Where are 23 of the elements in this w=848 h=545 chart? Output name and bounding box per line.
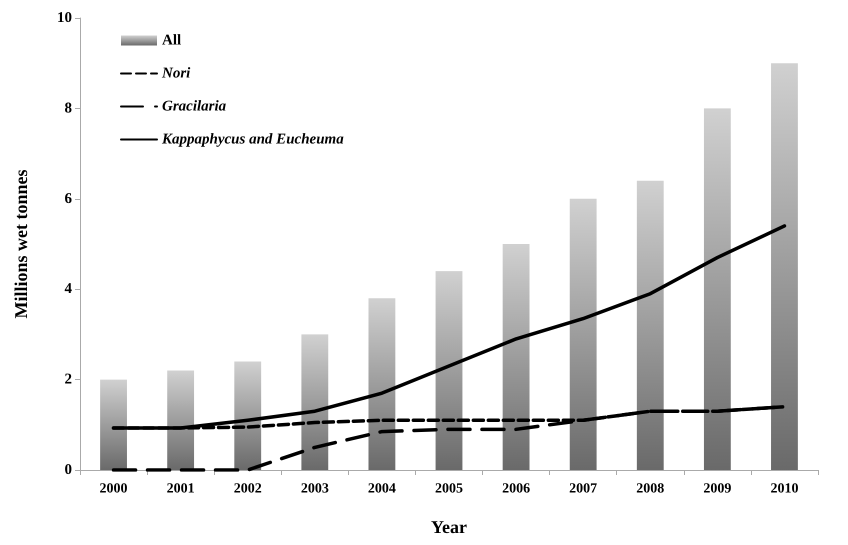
x-tick-label: 2003	[300, 482, 329, 496]
y-tick-label: 6	[64, 190, 72, 207]
x-tick-label: 2001	[166, 482, 195, 496]
y-tick-label: 4	[64, 281, 72, 298]
legend-label: Gracilaria	[162, 98, 227, 114]
x-tick-label: 2010	[770, 482, 798, 496]
legend-label: Kappaphycus and Eucheuma	[161, 132, 344, 148]
x-axis-title: Year	[431, 517, 467, 537]
y-tick-label: 10	[57, 10, 72, 26]
x-tick-label: 2009	[703, 482, 732, 496]
y-tick-label: 8	[64, 100, 72, 116]
legend-label: All	[162, 32, 182, 48]
x-tick-label: 2008	[636, 482, 664, 496]
x-tick-label: 2000	[100, 482, 128, 496]
y-axis-title: Millions wet tonnes	[11, 169, 31, 319]
x-tick-label: 2002	[234, 482, 262, 496]
x-tick-label: 2006	[502, 482, 530, 496]
y-tick-label: 2	[64, 372, 72, 388]
x-tick-label: 2007	[569, 482, 598, 496]
x-tick-label: 2005	[435, 482, 463, 496]
legend-label: Nori	[161, 66, 192, 82]
x-tick-label: 2004	[368, 482, 396, 496]
y-tick-label: 0	[64, 462, 72, 478]
